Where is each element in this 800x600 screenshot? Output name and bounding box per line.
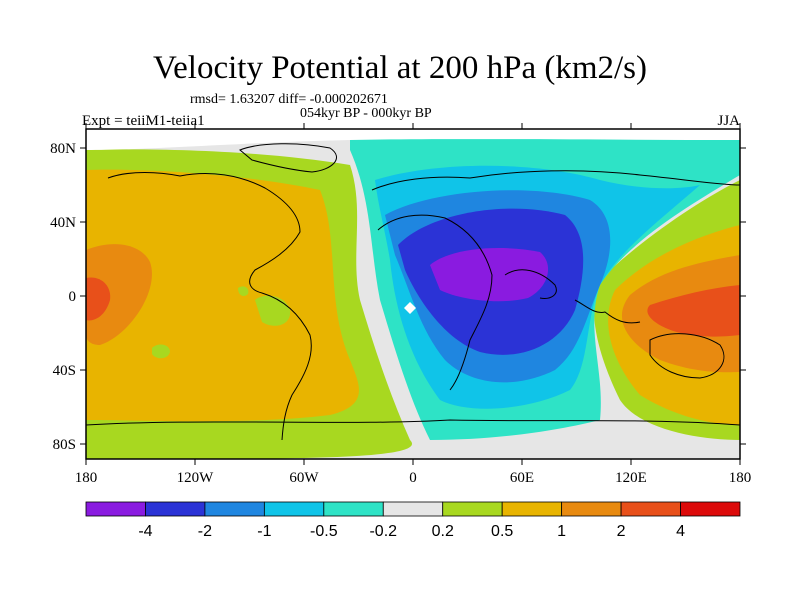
contour-fill-layer (86, 129, 740, 459)
lon-tick-label: 180 (729, 470, 752, 486)
negative-zone-core (430, 248, 549, 302)
colorbar-swatch (382, 501, 444, 517)
colorbar-swatch (85, 501, 146, 517)
experiment-label: Expt = teiiM1-teiia1 (82, 113, 205, 129)
colorbar-swatch (680, 501, 741, 517)
colorbar: -4 -2 -1 -0.5 -0.2 0.2 0.5 1 2 4 (85, 501, 741, 540)
season-label: JJA (717, 113, 740, 129)
stats-line: rmsd= 1.63207 diff= -0.000202671 (190, 92, 388, 107)
positive-zone-west-orange (86, 169, 359, 422)
lat-tick-label: 40N (50, 215, 76, 231)
west-green-patch-1 (255, 295, 291, 326)
lat-tick-label: 40S (53, 363, 76, 379)
lon-tick-label: 120W (177, 470, 215, 486)
arctic-cap (86, 129, 740, 150)
colorbar-swatch (145, 501, 206, 517)
colorbar-swatch (620, 501, 681, 517)
colorbar-label: 2 (617, 523, 626, 540)
west-green-patch-3 (238, 286, 249, 296)
lon-tick-label: 0 (409, 470, 417, 486)
lon-tick-label: 60W (289, 470, 319, 486)
chart-title: Velocity Potential at 200 hPa (km2/s) (152, 50, 648, 86)
colorbar-label: 0.2 (432, 523, 454, 540)
positive-zone-west-red (86, 277, 111, 321)
colorbar-swatch (263, 501, 325, 517)
lon-tick-label: 180 (75, 470, 98, 486)
colorbar-swatch (561, 501, 622, 517)
colorbar-label: -2 (198, 523, 212, 540)
west-green-patch-2 (152, 344, 170, 359)
colorbar-label: -0.5 (310, 523, 338, 540)
colorbar-swatch (204, 501, 265, 517)
lat-tick-label: 80S (53, 437, 76, 453)
colorbar-label: -1 (257, 523, 271, 540)
period-subtitle: 054kyr BP - 000kyr BP (300, 106, 432, 121)
colorbar-swatch (501, 501, 563, 517)
longitude-axis: 180 120W 60W 0 60E 120E 180 (75, 123, 752, 486)
positive-zone-east-red (647, 285, 740, 337)
colorbar-label: -0.2 (369, 523, 397, 540)
latitude-axis: 80N 40N 0 40S 80S (50, 141, 746, 453)
lon-tick-label: 120E (615, 470, 647, 486)
colorbar-label: 0.5 (491, 523, 513, 540)
lon-tick-label: 60E (510, 470, 534, 486)
colorbar-swatch (442, 501, 503, 517)
lat-tick-label: 80N (50, 141, 76, 157)
coastlines (86, 143, 740, 441)
colorbar-label: 1 (557, 523, 566, 540)
lat-tick-label: 0 (69, 289, 77, 305)
positive-zone-west-darkorange (86, 244, 152, 345)
diamond-marker (404, 302, 416, 314)
colorbar-label: -4 (138, 523, 152, 540)
colorbar-swatch (323, 501, 384, 517)
colorbar-label: 4 (676, 523, 685, 540)
